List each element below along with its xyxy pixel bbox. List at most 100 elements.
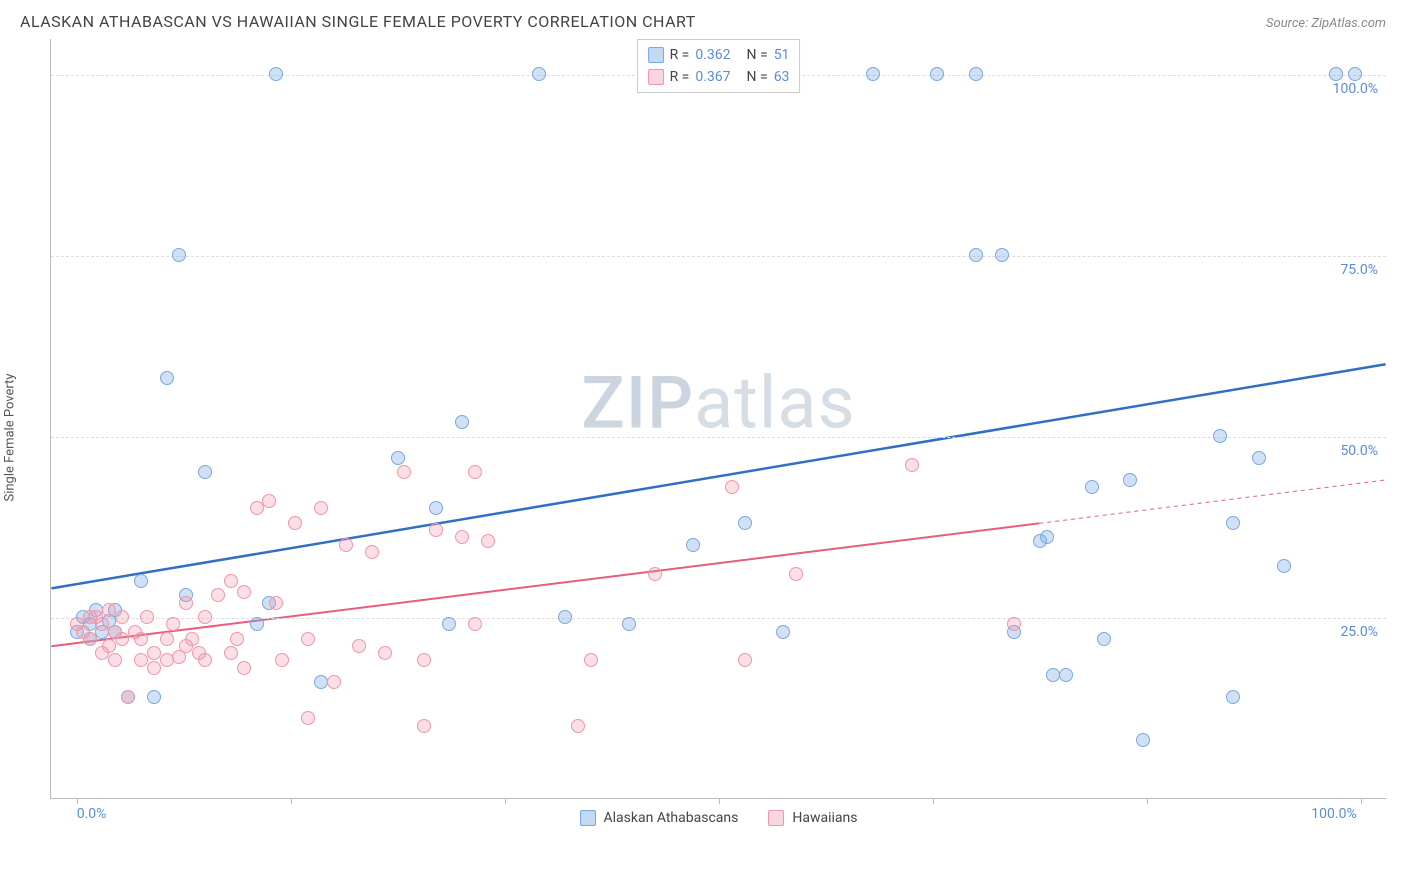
n-value: 63 bbox=[774, 66, 790, 88]
data-point bbox=[378, 646, 392, 660]
data-point bbox=[789, 567, 803, 581]
data-point bbox=[686, 538, 700, 552]
data-point bbox=[558, 610, 572, 624]
data-point bbox=[230, 632, 244, 646]
data-point bbox=[1007, 617, 1021, 631]
source-attribution: Source: ZipAtlas.com bbox=[1266, 16, 1386, 31]
data-point bbox=[648, 567, 662, 581]
data-point bbox=[442, 617, 456, 631]
data-point bbox=[532, 67, 546, 81]
legend-item-hawaiian: Hawaiians bbox=[768, 810, 857, 826]
data-point bbox=[140, 610, 154, 624]
data-point bbox=[905, 458, 919, 472]
data-point bbox=[1226, 516, 1240, 530]
data-point bbox=[339, 538, 353, 552]
data-point bbox=[571, 719, 585, 733]
data-point bbox=[237, 585, 251, 599]
data-point bbox=[1252, 451, 1266, 465]
data-point bbox=[622, 617, 636, 631]
data-point bbox=[224, 574, 238, 588]
x-tick-label: 0.0% bbox=[77, 806, 107, 822]
y-tick-label: 50.0% bbox=[1340, 443, 1378, 459]
watermark: ZIPatlas bbox=[581, 361, 855, 446]
data-point bbox=[1085, 480, 1099, 494]
data-point bbox=[172, 248, 186, 262]
data-point bbox=[224, 646, 238, 660]
x-tick bbox=[933, 798, 934, 804]
r-value: 0.367 bbox=[695, 66, 730, 88]
data-point bbox=[134, 574, 148, 588]
data-point bbox=[481, 534, 495, 548]
data-point bbox=[185, 632, 199, 646]
legend-swatch-icon bbox=[768, 810, 784, 826]
legend-swatch-hawaiian bbox=[648, 69, 664, 85]
data-point bbox=[584, 653, 598, 667]
data-point bbox=[166, 617, 180, 631]
legend-stats: R = 0.362 N = 51 R = 0.367 N = 63 bbox=[637, 39, 801, 93]
data-point bbox=[738, 653, 752, 667]
data-point bbox=[211, 588, 225, 602]
data-point bbox=[429, 523, 443, 537]
data-point bbox=[468, 465, 482, 479]
data-point bbox=[391, 451, 405, 465]
data-point bbox=[866, 67, 880, 81]
data-point bbox=[147, 646, 161, 660]
data-point bbox=[262, 494, 276, 508]
scatter-plot: ZIPatlas R = 0.362 N = 51 R = 0.367 N = … bbox=[50, 39, 1386, 799]
y-tick-label: 25.0% bbox=[1340, 624, 1378, 640]
data-point bbox=[83, 632, 97, 646]
data-point bbox=[1226, 690, 1240, 704]
data-point bbox=[198, 610, 212, 624]
data-point bbox=[352, 639, 366, 653]
gridline bbox=[51, 437, 1386, 438]
data-point bbox=[455, 530, 469, 544]
legend-item-label: Alaskan Athabascans bbox=[604, 810, 739, 826]
data-point bbox=[108, 653, 122, 667]
data-point bbox=[250, 501, 264, 515]
data-point bbox=[969, 248, 983, 262]
data-point bbox=[160, 371, 174, 385]
data-point bbox=[288, 516, 302, 530]
data-point bbox=[275, 653, 289, 667]
data-point bbox=[269, 67, 283, 81]
data-point bbox=[198, 465, 212, 479]
data-point bbox=[102, 603, 116, 617]
data-point bbox=[455, 415, 469, 429]
x-tick bbox=[719, 798, 720, 804]
x-tick bbox=[1361, 798, 1362, 804]
data-point bbox=[1213, 429, 1227, 443]
data-point bbox=[121, 690, 135, 704]
legend-item-athabascan: Alaskan Athabascans bbox=[580, 810, 739, 826]
x-tick-label: 100.0% bbox=[1311, 806, 1356, 822]
data-point bbox=[417, 719, 431, 733]
x-tick bbox=[77, 798, 78, 804]
data-point bbox=[429, 501, 443, 515]
data-point bbox=[102, 639, 116, 653]
data-point bbox=[250, 617, 264, 631]
data-point bbox=[1277, 559, 1291, 573]
r-label: R = bbox=[670, 66, 690, 88]
data-point bbox=[301, 711, 315, 725]
data-point bbox=[160, 632, 174, 646]
legend-item-label: Hawaiians bbox=[792, 810, 857, 826]
y-tick-label: 75.0% bbox=[1340, 262, 1378, 278]
x-tick bbox=[291, 798, 292, 804]
data-point bbox=[417, 653, 431, 667]
data-point bbox=[995, 248, 1009, 262]
data-point bbox=[969, 67, 983, 81]
data-point bbox=[237, 661, 251, 675]
data-point bbox=[134, 632, 148, 646]
gridline bbox=[51, 256, 1386, 257]
data-point bbox=[269, 596, 283, 610]
data-point bbox=[1348, 67, 1362, 81]
data-point bbox=[301, 632, 315, 646]
data-point bbox=[115, 610, 129, 624]
data-point bbox=[776, 625, 790, 639]
legend-stats-row: R = 0.367 N = 63 bbox=[648, 66, 790, 88]
data-point bbox=[1136, 733, 1150, 747]
chart-title: ALASKAN ATHABASCAN VS HAWAIIAN SINGLE FE… bbox=[20, 12, 696, 31]
n-value: 51 bbox=[774, 44, 790, 66]
legend-swatch-athabascan bbox=[648, 47, 664, 63]
data-point bbox=[725, 480, 739, 494]
data-point bbox=[147, 690, 161, 704]
